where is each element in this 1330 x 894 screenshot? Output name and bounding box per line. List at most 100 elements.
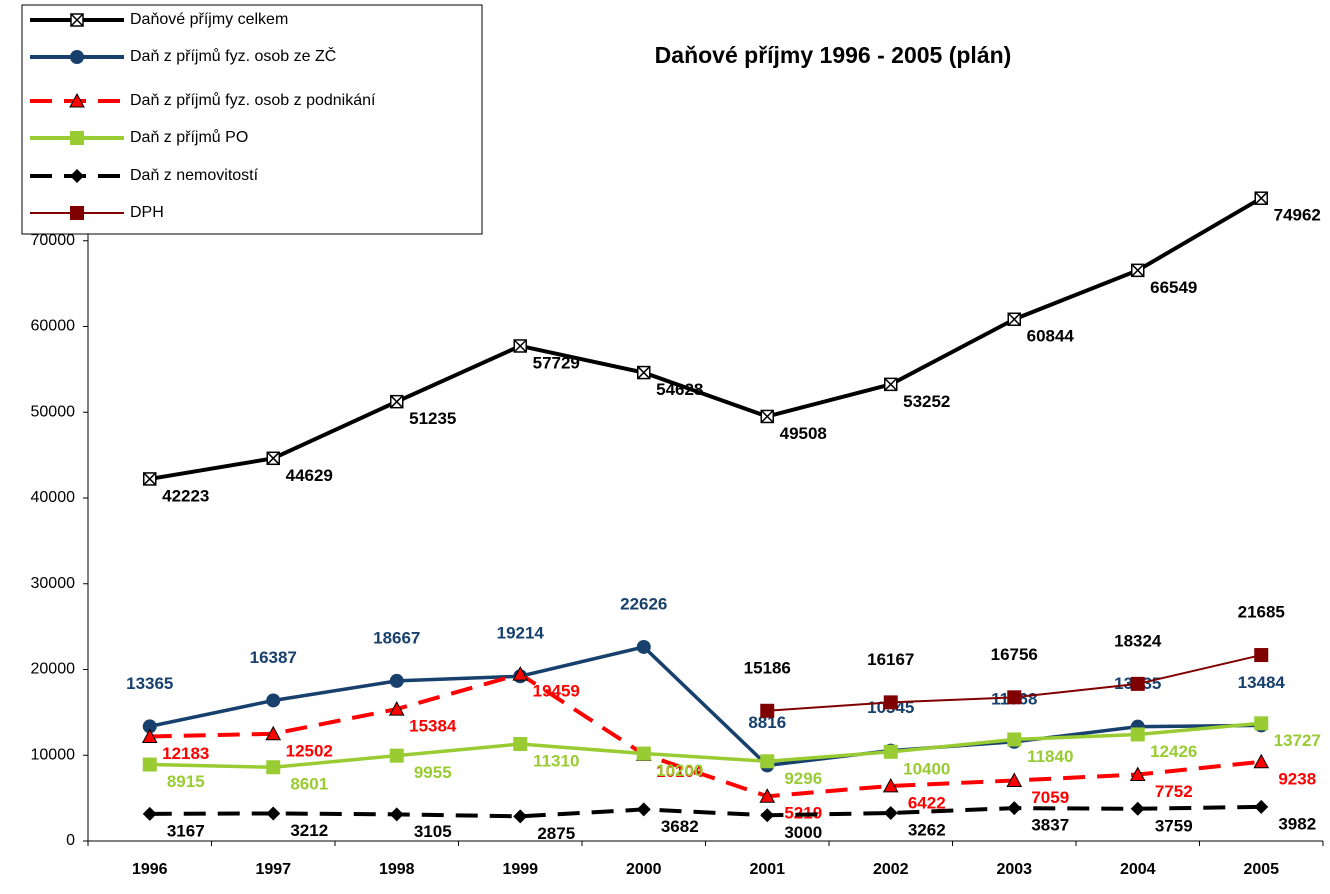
marker [513, 339, 527, 353]
marker-square [1130, 676, 1145, 691]
data-label: 19214 [497, 624, 545, 643]
marker-cross [637, 366, 651, 380]
marker-square [1130, 727, 1145, 742]
marker [142, 757, 157, 772]
marker-diamond [266, 806, 281, 821]
marker [1007, 312, 1021, 327]
y-tick-label: 30000 [31, 575, 76, 592]
data-label: 3000 [784, 823, 822, 842]
data-label: 53252 [903, 392, 950, 411]
marker [513, 737, 528, 752]
data-label: 10400 [903, 759, 950, 778]
data-label: 15186 [744, 658, 791, 677]
marker [389, 748, 404, 763]
marker [1254, 191, 1268, 205]
marker-diamond [1130, 801, 1145, 816]
data-label: 18667 [373, 628, 420, 647]
marker-diamond [70, 169, 84, 183]
marker [1254, 648, 1269, 663]
marker [142, 719, 157, 734]
data-label: 7752 [1155, 782, 1193, 801]
data-label: 3682 [661, 817, 699, 836]
data-label: 13727 [1274, 731, 1321, 750]
marker-triangle [388, 701, 405, 716]
marker-dot [389, 673, 404, 688]
data-label: 12502 [286, 741, 333, 760]
marker-cross [1007, 312, 1021, 326]
marker [1007, 732, 1022, 747]
marker [70, 169, 84, 183]
legend-label: DPH [130, 204, 164, 221]
marker [760, 703, 775, 718]
legend-label: Daň z příjmů PO [130, 128, 248, 146]
marker-cross [266, 451, 280, 465]
data-label: 66549 [1150, 278, 1197, 297]
marker [1006, 772, 1023, 787]
marker [636, 746, 651, 761]
data-label: 22626 [620, 594, 667, 613]
marker-cross [760, 409, 774, 423]
series-line [149, 196, 1263, 481]
marker [1131, 263, 1145, 278]
marker-cross [1254, 191, 1268, 205]
x-tick-label: 1997 [255, 861, 291, 878]
marker [513, 809, 528, 824]
marker-diamond [883, 806, 898, 821]
data-label: 42223 [162, 486, 209, 505]
marker [1007, 690, 1022, 705]
y-tick-label: 50000 [31, 403, 76, 420]
marker-square [760, 754, 775, 769]
marker [266, 760, 281, 775]
data-label: 9238 [1278, 769, 1316, 788]
data-label: 9296 [784, 769, 822, 788]
marker-diamond [1254, 799, 1269, 814]
marker [266, 693, 281, 708]
x-tick-label: 1996 [132, 861, 168, 878]
y-tick-label: 70000 [31, 232, 76, 249]
marker-diamond [389, 807, 404, 822]
data-label: 16167 [867, 650, 914, 669]
marker [1253, 753, 1270, 769]
x-tick-label: 2001 [749, 861, 785, 878]
marker-square [266, 760, 281, 775]
data-label: 13484 [1238, 673, 1286, 692]
x-tick-label: 2003 [996, 861, 1032, 878]
y-tick-label: 20000 [31, 661, 76, 678]
marker-cross [513, 339, 527, 353]
data-label: 60844 [1027, 327, 1075, 346]
marker [142, 806, 157, 821]
marker-triangle [1253, 753, 1270, 769]
marker [1130, 676, 1145, 691]
data-label: 8816 [748, 713, 786, 732]
marker [1254, 799, 1269, 814]
legend: Daňové příjmy celkem Daň z příjmů fyz. os… [21, 4, 483, 235]
marker-dot [70, 50, 84, 64]
data-label: 8915 [167, 772, 205, 791]
data-label: 11840 [1027, 747, 1073, 766]
data-label: 9955 [414, 763, 452, 782]
y-tick-label: 40000 [31, 489, 76, 506]
data-label: 18324 [1114, 631, 1162, 650]
marker-dot [266, 693, 281, 708]
marker [759, 788, 776, 803]
series-line [149, 671, 1262, 799]
data-label: 54628 [656, 380, 703, 399]
series-line [149, 804, 1262, 819]
marker [1254, 716, 1269, 731]
marker-triangle [265, 725, 282, 741]
marker-diamond [636, 802, 651, 817]
marker [390, 394, 404, 409]
legend-label: Daňové příjmy celkem [130, 11, 288, 28]
data-label: 10104 [656, 762, 704, 781]
data-label: 49508 [780, 424, 827, 443]
data-label: 3262 [908, 821, 946, 840]
marker [883, 806, 898, 821]
marker [760, 808, 775, 823]
marker-cross [390, 395, 404, 409]
marker [636, 802, 651, 817]
data-label: 13365 [126, 674, 173, 693]
data-label: 16387 [250, 648, 297, 667]
data-label: 44629 [286, 466, 333, 485]
marker [637, 365, 651, 380]
data-label: 19459 [533, 682, 580, 701]
